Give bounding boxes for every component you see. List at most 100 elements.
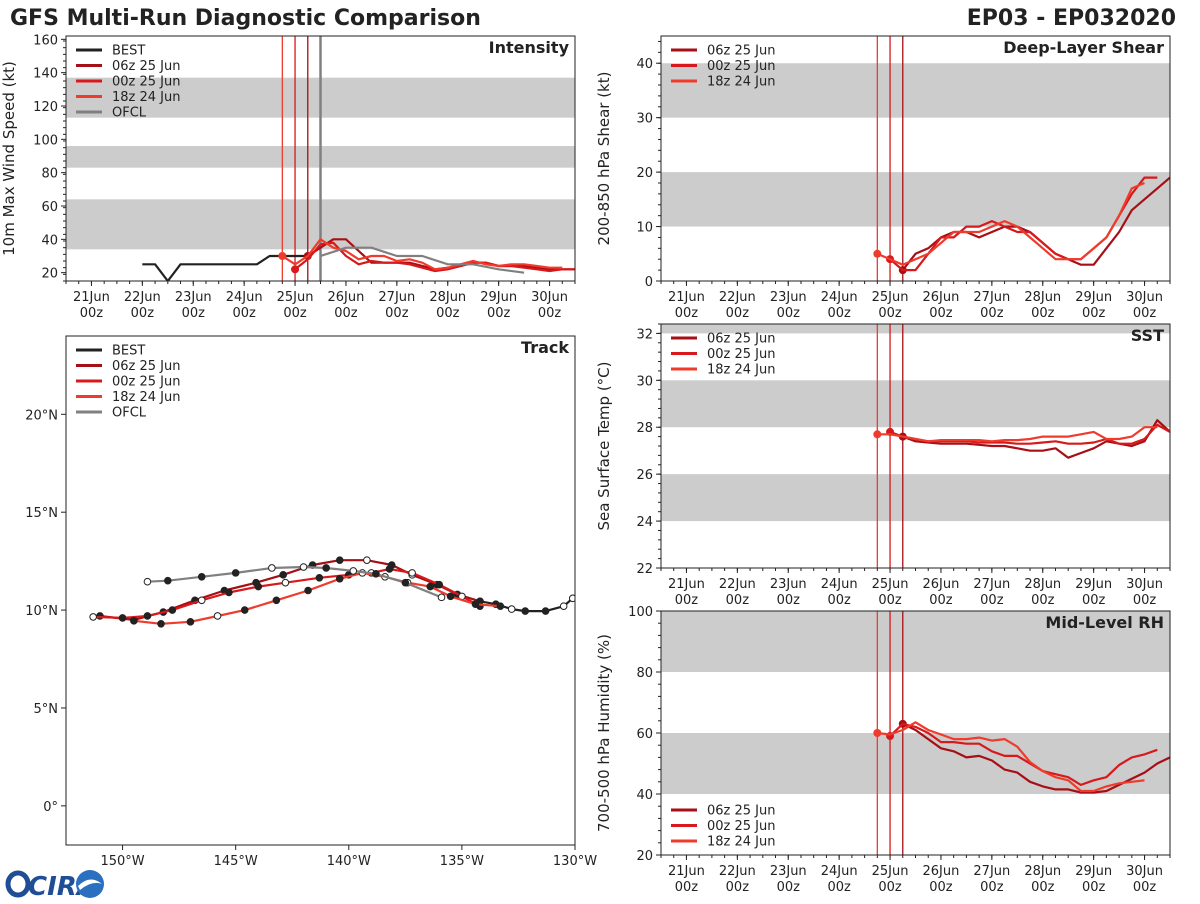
intensity-xtick-label: 22Jun 00z bbox=[124, 290, 161, 321]
figure-title: GFS Multi-Run Diagnostic Comparison bbox=[10, 6, 481, 31]
shear-xtick-label-line: 00z bbox=[675, 306, 699, 321]
track-track-point bbox=[521, 607, 530, 615]
track-track-point bbox=[268, 564, 276, 572]
rh-ytick-label: 40 bbox=[636, 788, 653, 803]
track-axes-frame bbox=[65, 335, 576, 846]
intensity-xtick-label: 21Jun 00z bbox=[73, 290, 110, 321]
sst-xtick-label: 26Jun 00z bbox=[923, 577, 960, 608]
sst-xtick-label: 24Jun 00z bbox=[821, 577, 858, 608]
intensity-series-line bbox=[320, 246, 525, 274]
sst-xtick-label-line: 00z bbox=[980, 593, 1004, 608]
track-track-point bbox=[408, 569, 416, 577]
sst-ytick-label: 24 bbox=[636, 515, 653, 530]
track-xtick-label-line: 135°W bbox=[440, 854, 484, 869]
intensity-xtick-label-line: 22Jun bbox=[124, 290, 161, 305]
intensity-xtick-label-line: 00z bbox=[487, 306, 511, 321]
rh-ylabel: 700-500 hPa Humidity (%) bbox=[595, 634, 613, 832]
intensity-ytick-label: 100 bbox=[33, 133, 58, 148]
rh-xtick-label-line: 00z bbox=[827, 880, 851, 895]
sst-xtick-label-line: 00z bbox=[777, 593, 801, 608]
track-track-point bbox=[471, 600, 480, 609]
track-track-point bbox=[281, 578, 290, 587]
track-track-point bbox=[168, 606, 177, 614]
intensity-ytick-label: 20 bbox=[41, 267, 58, 282]
shear-xtick-label-line: 00z bbox=[878, 306, 902, 321]
intensity-legend-label: 00z 25 Jun bbox=[112, 75, 181, 90]
track-legend-label: 06z 25 Jun bbox=[112, 359, 181, 374]
track-xtick-label-line: 150°W bbox=[100, 854, 144, 869]
rh-xtick-label-line: 25Jun bbox=[872, 864, 909, 879]
track-track-point bbox=[363, 556, 371, 564]
rh-xtick-label: 27Jun 00z bbox=[973, 864, 1010, 895]
shear-xtick-label: 27Jun 00z bbox=[973, 290, 1010, 321]
track-legend-label: OFCL bbox=[112, 406, 147, 421]
shear-xtick-label-line: 00z bbox=[1082, 306, 1106, 321]
track-track-point bbox=[197, 572, 206, 581]
sst-xtick-label: 27Jun 00z bbox=[973, 577, 1010, 608]
intensity-xtick-label-line: 00z bbox=[232, 306, 256, 321]
shear-legend-label: 06z 25 Jun bbox=[707, 44, 776, 59]
track-ytick-label: 10°N bbox=[25, 604, 58, 619]
intensity-legend-label: OFCL bbox=[112, 106, 147, 121]
intensity-panel-title: Intensity bbox=[489, 38, 570, 57]
track-track-point bbox=[130, 617, 138, 625]
sst-xtick-label-line: 00z bbox=[1031, 593, 1055, 608]
sst-ytick-label: 30 bbox=[636, 374, 653, 389]
shear-ytick-label: 40 bbox=[636, 57, 653, 72]
shear-xtick-label: 25Jun 00z bbox=[872, 290, 909, 321]
sst-ytick-label: 26 bbox=[636, 468, 653, 483]
rh-xtick-label-line: 00z bbox=[878, 880, 902, 895]
rh-xtick-label-line: 00z bbox=[675, 880, 699, 895]
sst-shade-band bbox=[661, 474, 1170, 522]
cira-logo-ring bbox=[5, 870, 31, 898]
rh-xtick-label-line: 00z bbox=[1031, 880, 1055, 895]
rh-ytick-label: 20 bbox=[636, 849, 653, 864]
intensity-series-start-point bbox=[291, 265, 300, 274]
track-track-point bbox=[335, 574, 344, 583]
track-plot-area bbox=[89, 556, 575, 628]
sst-legend-label: 00z 25 Jun bbox=[707, 347, 776, 362]
track-track-point bbox=[349, 567, 358, 575]
shear-ytick-label: 30 bbox=[636, 112, 653, 127]
shear-shade-band bbox=[661, 63, 1170, 118]
intensity-xtick-label-line: 24Jun bbox=[226, 290, 263, 305]
sst-shade-band bbox=[661, 324, 1170, 334]
track-xtick-label: 140°W bbox=[327, 854, 371, 869]
shear-panel-title: Deep-Layer Shear bbox=[1003, 38, 1164, 57]
intensity-ytick-label: 60 bbox=[41, 200, 58, 215]
shear-xtick-label-line: 29Jun bbox=[1075, 290, 1112, 305]
rh-xtick-label: 25Jun 00z bbox=[872, 864, 909, 895]
shear-series-line bbox=[876, 181, 1145, 266]
intensity-xtick-label: 25Jun 00z bbox=[277, 290, 314, 321]
track-track-point bbox=[322, 564, 330, 572]
track-ytick-label: 0° bbox=[43, 800, 58, 815]
sst-xtick-label: 22Jun 00z bbox=[719, 577, 756, 608]
intensity-plot-area bbox=[66, 36, 575, 281]
intensity-xtick-label-line: 00z bbox=[538, 306, 562, 321]
storm-id-title: EP03 - EP032020 bbox=[966, 6, 1176, 31]
sst-xtick-label-line: 27Jun bbox=[973, 577, 1010, 592]
sst-xtick-label: 29Jun 00z bbox=[1075, 577, 1112, 608]
sst-xtick-label-line: 00z bbox=[827, 593, 851, 608]
rh-xtick-label: 29Jun 00z bbox=[1075, 864, 1112, 895]
rh-shade-band bbox=[661, 611, 1170, 672]
shear-xtick-label-line: 23Jun bbox=[770, 290, 807, 305]
intensity-series-line bbox=[294, 241, 575, 273]
sst-xtick-label-line: 21Jun bbox=[668, 577, 705, 592]
rh-xtick-label-line: 29Jun bbox=[1075, 864, 1112, 879]
rh-xtick-label-line: 00z bbox=[980, 880, 1004, 895]
rh-xtick-label-line: 23Jun bbox=[770, 864, 807, 879]
sst-xtick-label-line: 22Jun bbox=[719, 577, 756, 592]
track-track-point bbox=[143, 612, 152, 620]
cira-logo-globe bbox=[76, 870, 104, 898]
track-track-point bbox=[186, 618, 195, 626]
track-legend-label: BEST bbox=[112, 344, 145, 359]
intensity-xtick-label-line: 00z bbox=[436, 306, 460, 321]
sst-xtick-label-line: 00z bbox=[878, 593, 902, 608]
